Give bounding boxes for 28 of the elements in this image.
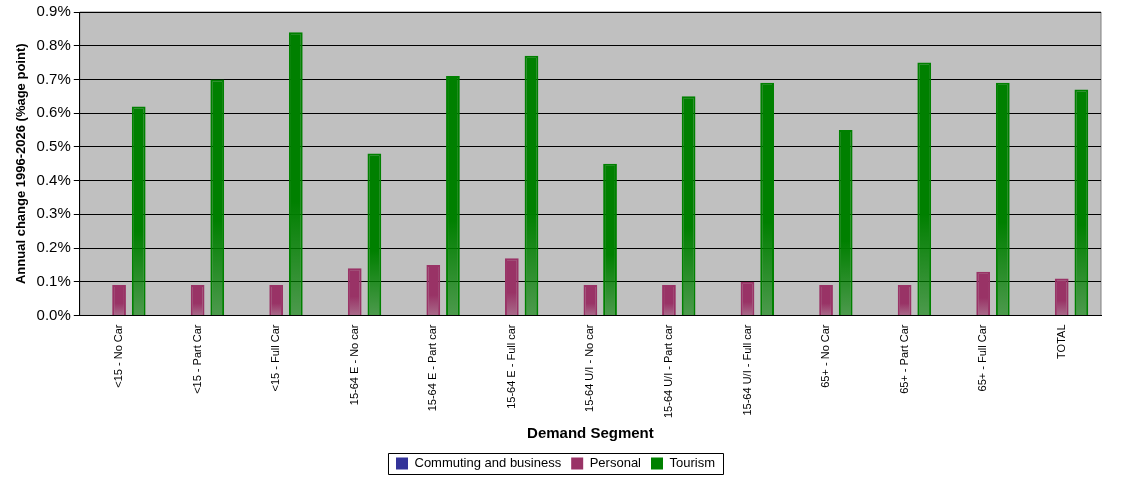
x-tick-label: 15-64 U/I - No car <box>583 324 596 412</box>
x-tick-label: 15-64 U/I - Full car <box>740 324 753 416</box>
y-tick-label: 0.1% <box>36 271 71 289</box>
y-tick-label: 0.2% <box>36 238 71 256</box>
x-axis-title: Demand Segment <box>527 424 654 442</box>
x-tick-label: 15-64 E - No car <box>347 324 360 406</box>
y-tick-label: 0.5% <box>36 137 71 155</box>
legend-label: Tourism <box>669 455 716 471</box>
x-tick-label: <15 - No Car <box>112 324 125 388</box>
x-tick-label: 65+ - No Car <box>819 324 832 388</box>
legend-label: Personal <box>589 455 642 471</box>
x-tick-label: 65+ - Part Car <box>897 324 910 394</box>
x-tick-label: 15-64 E - Part car <box>426 324 439 412</box>
x-tick-label: TOTAL <box>1054 324 1067 359</box>
y-tick-label: 0.8% <box>36 35 71 53</box>
y-tick-label: 0.6% <box>36 103 71 121</box>
x-tick-label: <15 - Full Car <box>269 324 282 392</box>
y-tick-label: 0.0% <box>36 305 71 323</box>
legend-label: Commuting and business <box>414 455 562 471</box>
x-tick-label: 15-64 U/I - Part car <box>661 324 674 419</box>
y-tick-label: 0.9% <box>36 2 71 20</box>
y-tick-label: 0.4% <box>36 170 71 188</box>
x-tick-label: 15-64 E - Full car <box>504 324 517 409</box>
y-tick-label: 0.7% <box>36 69 71 87</box>
y-tick-label: 0.3% <box>36 204 71 222</box>
y-axis-title: Annual change 1996-2026 (%age point) <box>13 43 29 285</box>
x-tick-label: <15 - Part Car <box>190 324 203 394</box>
x-tick-label: 65+ - Full Car <box>976 324 989 392</box>
